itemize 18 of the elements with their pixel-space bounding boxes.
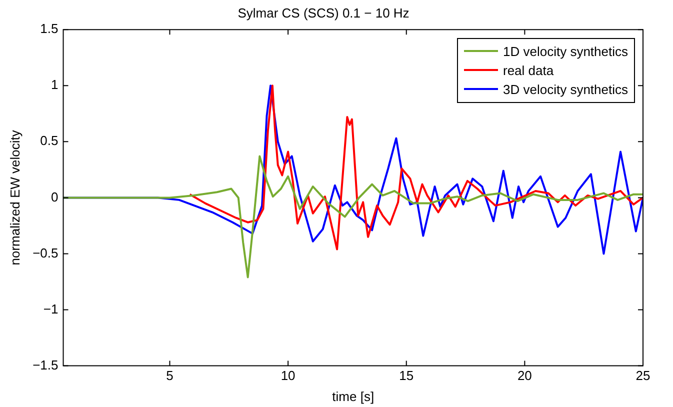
- x-axis-title: time [s]: [332, 388, 374, 404]
- y-tick-label: 0.5: [40, 133, 58, 148]
- chart-title: Sylmar CS (SCS) 0.1 − 10 Hz: [238, 5, 410, 20]
- y-axis-title: normalized EW velocity: [7, 130, 22, 266]
- y-tick-label: −1: [43, 301, 58, 316]
- x-tick-label: 15: [399, 368, 414, 384]
- y-tick-label: −0.5: [32, 245, 58, 260]
- x-tick-label: 10: [280, 368, 296, 384]
- legend-label: 1D velocity synthetics: [503, 44, 628, 59]
- y-tick-label: 0: [51, 189, 58, 204]
- y-tick-label: 1: [51, 77, 58, 92]
- x-tick-label: 20: [517, 368, 532, 384]
- y-tick-label: −1.5: [32, 357, 58, 372]
- legend-label: 3D velocity synthetics: [503, 82, 628, 97]
- y-tick-label: 1.5: [40, 21, 58, 36]
- legend-label: real data: [503, 62, 554, 78]
- x-tick-label: 5: [166, 368, 174, 384]
- x-tick-label: 25: [636, 368, 650, 384]
